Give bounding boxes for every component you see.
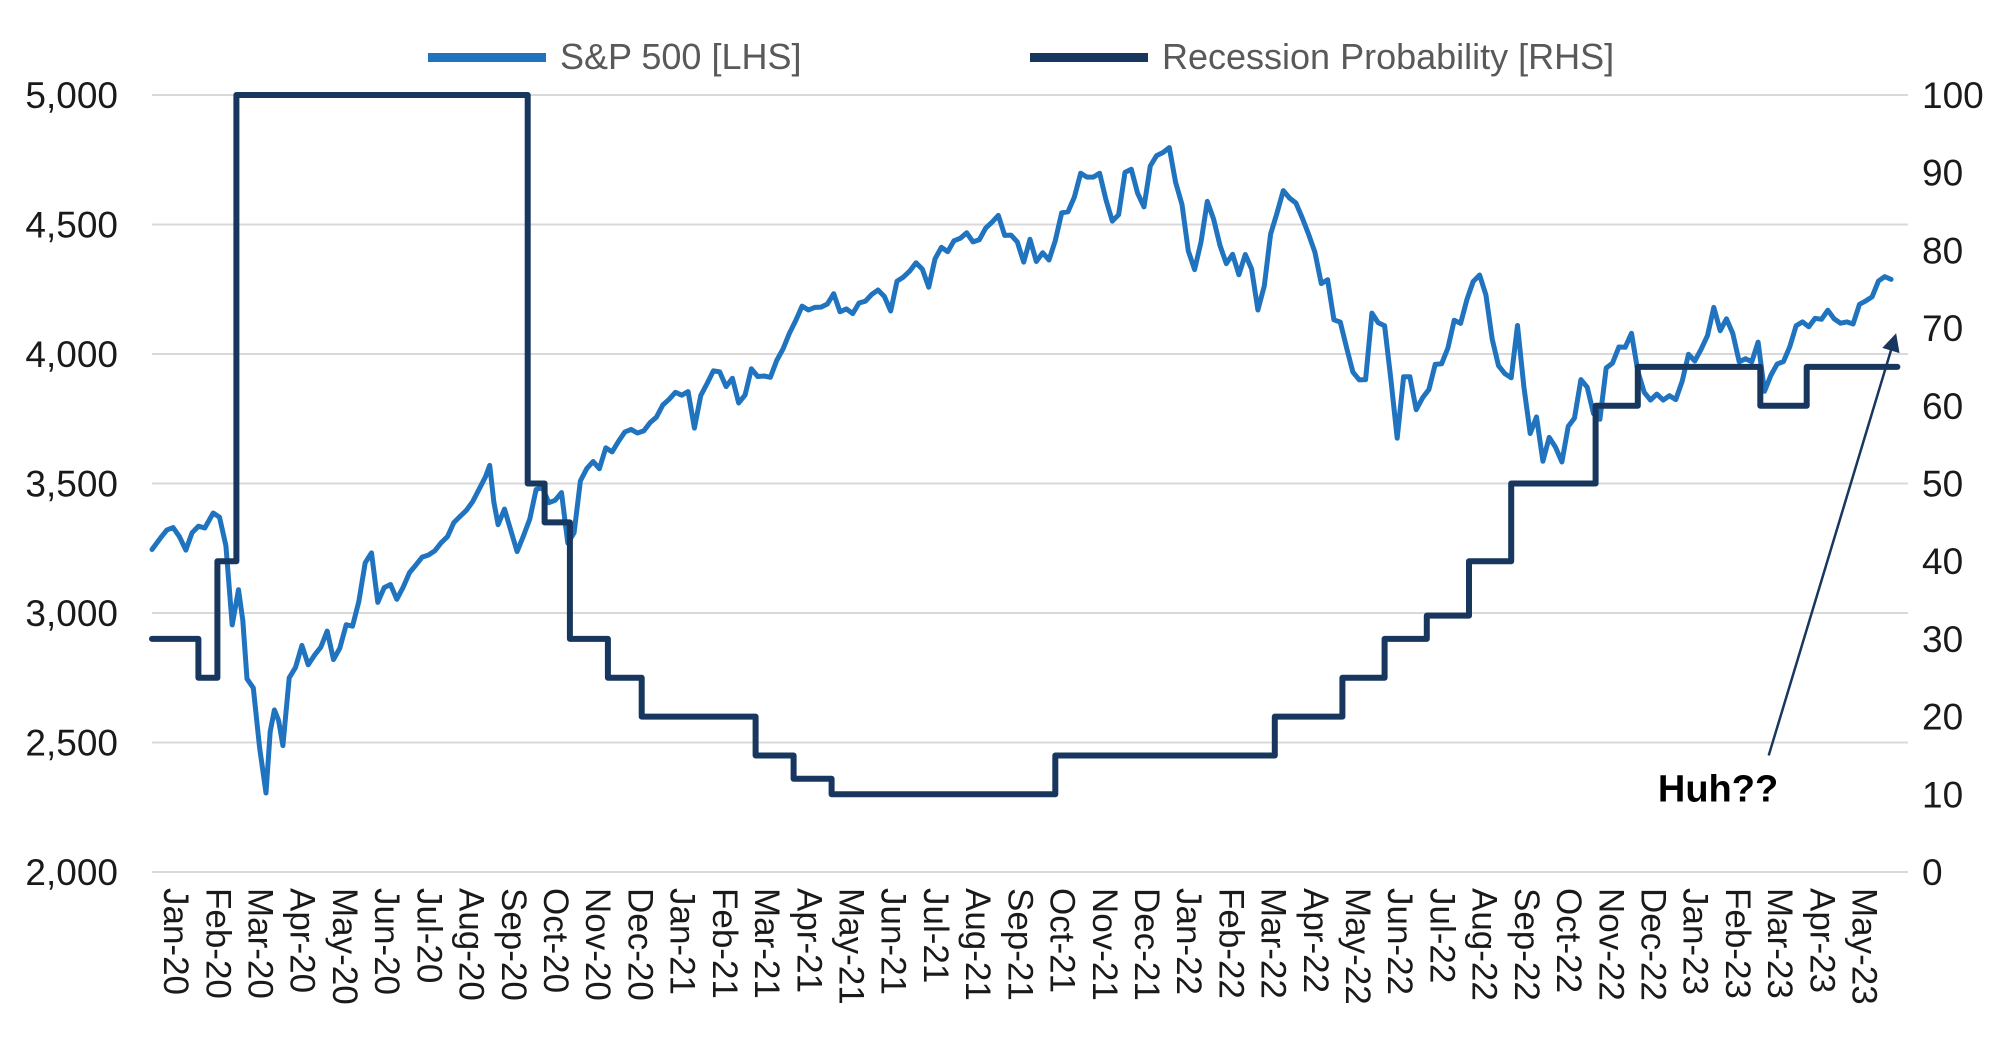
right-axis-tick-label: 60 (1922, 386, 1963, 427)
x-axis-tick-label: Sep-21 (1000, 888, 1039, 1001)
annotation-arrow (1767, 333, 1900, 756)
x-axis-tick-label: Feb-22 (1211, 888, 1250, 999)
right-axis-tick-label: 40 (1922, 541, 1963, 582)
right-axis-tick-label: 70 (1922, 308, 1963, 349)
x-axis-tick-label: Aug-21 (958, 888, 997, 1001)
x-axis-tick-label: May-23 (1845, 888, 1884, 1005)
left-axis-tick-label: 4,000 (25, 334, 118, 375)
legend-item-recession: Recession Probability [RHS] (1030, 36, 1614, 78)
x-axis-tick-label: Feb-23 (1718, 888, 1757, 999)
x-axis-tick-label: Apr-21 (789, 888, 828, 993)
recession-line-swatch (1030, 52, 1148, 62)
x-axis-tick-label: Oct-20 (536, 888, 575, 993)
right-axis-tick-label: 20 (1922, 697, 1963, 738)
x-axis-tick-label: Mar-22 (1254, 888, 1293, 999)
x-axis-tick-label: Jun-21 (874, 888, 913, 995)
right-axis-tick-label: 30 (1922, 619, 1963, 660)
x-axis-tick-label: Aug-22 (1465, 888, 1504, 1001)
x-axis-tick-label: Feb-21 (705, 888, 744, 999)
annotation-huh: Huh?? (1657, 768, 1779, 811)
x-axis-tick-label: Nov-20 (578, 888, 617, 1001)
x-axis-tick-label: Mar-21 (747, 888, 786, 999)
right-axis-tick-label: 90 (1922, 153, 1963, 194)
x-axis-tick-label: Nov-21 (1085, 888, 1124, 1001)
x-axis-tick-label: Jul-22 (1422, 888, 1461, 983)
left-axis-tick-label: 2,500 (25, 722, 118, 763)
right-axis-tick-label: 50 (1922, 463, 1963, 504)
x-axis-tick-label: Dec-21 (1127, 888, 1166, 1001)
legend-label-sp500: S&P 500 [LHS] (560, 36, 802, 77)
sp500-line-swatch (428, 52, 546, 62)
x-axis-tick-label: May-21 (831, 888, 870, 1005)
x-axis-tick-label: Jul-21 (916, 888, 955, 983)
sp500-line (149, 145, 1894, 796)
x-axis-tick-label: Dec-22 (1634, 888, 1673, 1001)
x-axis-tick-label: Dec-20 (620, 888, 659, 1001)
x-axis-tick-label: Jan-20 (156, 888, 195, 995)
left-axis-tick-label: 2,000 (25, 852, 118, 893)
left-axis-tick-label: 3,000 (25, 593, 118, 634)
left-axis-tick-label: 4,500 (25, 204, 118, 245)
right-axis-tick-label: 100 (1922, 75, 1984, 116)
x-axis-tick-label: Jul-20 (409, 888, 448, 983)
left-axis-tick-label: 3,500 (25, 463, 118, 504)
recession-probability-line (149, 92, 1901, 798)
x-axis-tick-label: Jun-20 (367, 888, 406, 995)
x-axis-tick-label: Mar-23 (1760, 888, 1799, 999)
x-axis-tick-label: May-20 (325, 888, 364, 1005)
x-axis-tick-label: Jun-22 (1380, 888, 1419, 995)
x-axis-tick-label: Apr-23 (1802, 888, 1841, 993)
x-axis-tick-label: Mar-20 (241, 888, 280, 999)
right-axis-tick-label: 0 (1922, 852, 1943, 893)
x-axis-tick-label: Feb-20 (198, 888, 237, 999)
x-axis-tick-label: Sep-22 (1507, 888, 1546, 1001)
x-axis-tick-label: Jan-22 (1169, 888, 1208, 995)
x-axis-tick-label: Jan-23 (1676, 888, 1715, 995)
legend-label-recession: Recession Probability [RHS] (1162, 36, 1615, 77)
x-axis-tick-label: May-22 (1338, 888, 1377, 1005)
legend-item-sp500: S&P 500 [LHS] (428, 36, 802, 78)
x-axis-tick-label: Nov-22 (1591, 888, 1630, 1001)
x-axis-tick-label: Jan-21 (663, 888, 702, 995)
x-axis-tick-label: Sep-20 (494, 888, 533, 1001)
x-axis-tick-label: Aug-20 (452, 888, 491, 1001)
x-axis-tick-label: Apr-20 (283, 888, 322, 993)
x-axis-tick-label: Oct-21 (1043, 888, 1082, 993)
right-axis-tick-label: 80 (1922, 230, 1963, 271)
x-axis-tick-label: Apr-22 (1296, 888, 1335, 993)
right-axis-tick-label: 10 (1922, 774, 1963, 815)
left-axis-tick-label: 5,000 (25, 75, 118, 116)
x-axis-tick-label: Oct-22 (1549, 888, 1588, 993)
